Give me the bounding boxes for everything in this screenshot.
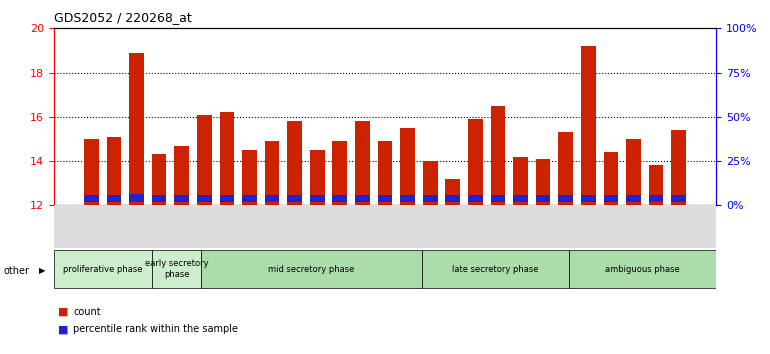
Bar <box>671 130 686 205</box>
Text: GDS2052 / 220268_at: GDS2052 / 220268_at <box>54 11 192 24</box>
Bar <box>569 250 716 288</box>
Bar <box>152 154 166 205</box>
Bar <box>54 250 152 288</box>
Text: mid secretory phase: mid secretory phase <box>268 264 355 274</box>
Bar <box>355 195 370 202</box>
Text: early secretory
phase: early secretory phase <box>145 259 209 279</box>
Text: percentile rank within the sample: percentile rank within the sample <box>73 324 238 334</box>
Bar <box>106 195 121 202</box>
Bar <box>287 121 302 205</box>
Bar <box>581 46 596 205</box>
Bar <box>468 195 483 202</box>
Bar <box>604 152 618 205</box>
Text: late secretory phase: late secretory phase <box>452 264 539 274</box>
Bar <box>626 139 641 205</box>
Bar <box>377 195 393 202</box>
Bar <box>400 195 415 202</box>
Bar <box>201 250 422 288</box>
Bar <box>197 115 212 205</box>
Bar <box>671 195 686 202</box>
Text: ambiguous phase: ambiguous phase <box>605 264 680 274</box>
Bar <box>174 145 189 205</box>
Bar <box>333 141 347 205</box>
Bar <box>423 195 437 202</box>
Bar <box>626 195 641 202</box>
Text: count: count <box>73 307 101 316</box>
Bar <box>604 195 618 202</box>
Bar <box>197 195 212 202</box>
Bar <box>265 195 280 202</box>
Bar <box>445 179 460 205</box>
Text: proliferative phase: proliferative phase <box>63 264 142 274</box>
Bar <box>152 195 166 202</box>
Bar <box>287 195 302 202</box>
Bar <box>513 157 528 205</box>
Bar <box>219 195 234 202</box>
Bar <box>219 113 234 205</box>
Text: ■: ■ <box>58 307 69 316</box>
Bar <box>310 195 325 202</box>
Bar <box>558 132 573 205</box>
Bar <box>242 150 257 205</box>
Bar <box>490 106 505 205</box>
Bar <box>242 195 257 202</box>
Bar <box>84 139 99 205</box>
Text: other: other <box>4 266 30 276</box>
Bar <box>423 161 437 205</box>
Bar <box>265 141 280 205</box>
Bar <box>106 137 121 205</box>
Bar <box>355 121 370 205</box>
Bar <box>558 195 573 202</box>
Bar <box>490 195 505 202</box>
Bar <box>400 128 415 205</box>
Bar <box>581 195 596 202</box>
Text: ▶: ▶ <box>39 266 45 275</box>
Bar <box>536 195 551 202</box>
Bar <box>468 119 483 205</box>
Bar <box>649 166 664 205</box>
Bar <box>129 53 144 205</box>
Bar <box>377 141 393 205</box>
Bar <box>174 195 189 202</box>
Bar <box>152 250 201 288</box>
Bar <box>649 195 664 202</box>
Bar <box>422 250 569 288</box>
Text: ■: ■ <box>58 324 69 334</box>
Bar <box>84 195 99 202</box>
Bar <box>445 195 460 202</box>
Bar <box>333 195 347 202</box>
Bar <box>129 194 144 202</box>
Bar <box>310 150 325 205</box>
Bar <box>536 159 551 205</box>
Bar <box>513 195 528 202</box>
